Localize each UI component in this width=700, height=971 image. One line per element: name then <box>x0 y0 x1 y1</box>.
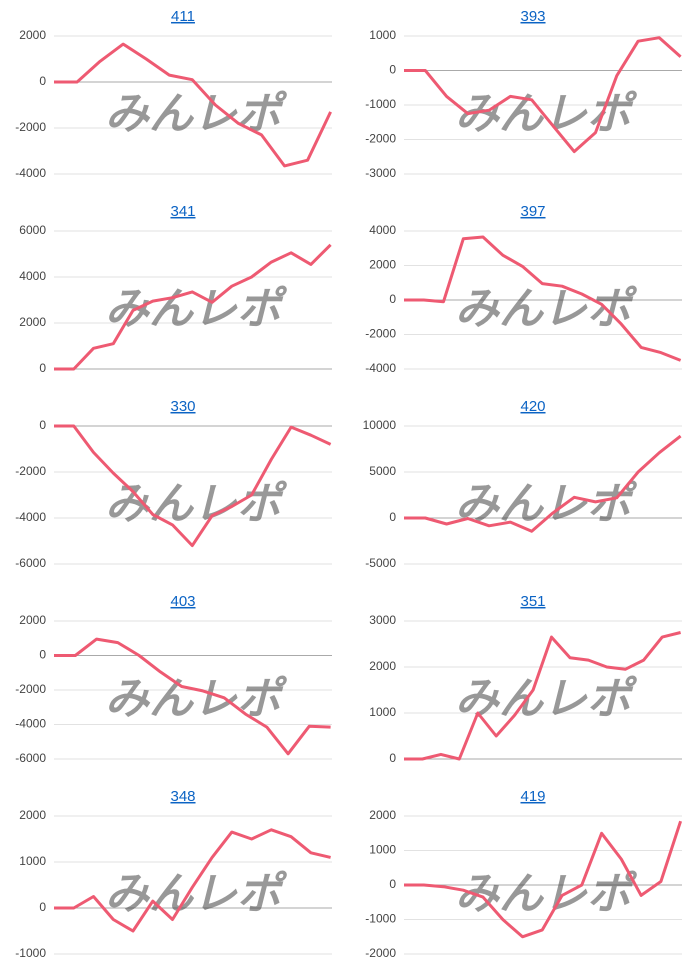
y-tick-label: 0 <box>389 510 396 524</box>
y-tick-label: 0 <box>389 751 396 765</box>
watermark: みんレポ <box>455 675 638 724</box>
series-line <box>54 828 331 933</box>
y-tick-label: -4000 <box>15 166 46 180</box>
y-tick-label: -1000 <box>365 912 396 926</box>
y-tick-label: 2000 <box>19 613 46 627</box>
y-tick-label: 0 <box>389 877 396 891</box>
y-tick-label: -6000 <box>15 556 46 570</box>
y-tick-label: 2000 <box>369 808 396 822</box>
watermark: みんレポ <box>105 480 288 529</box>
y-tick-label: -6000 <box>15 751 46 765</box>
y-tick-label: 0 <box>389 63 396 77</box>
chart-title[interactable]: 403 <box>170 593 195 610</box>
y-tick-label: 2000 <box>369 258 396 272</box>
y-tick-label: 5000 <box>369 464 396 478</box>
y-tick-label: -1000 <box>15 946 46 960</box>
series-line <box>404 631 681 761</box>
y-tick-label: 2000 <box>19 28 46 42</box>
y-tick-label: 1000 <box>369 705 396 719</box>
y-tick-label: -2000 <box>365 132 396 146</box>
series-line <box>404 235 682 362</box>
watermark: みんレポ <box>455 90 638 139</box>
watermark: みんレポ <box>105 675 288 724</box>
y-tick-label: 6000 <box>19 223 46 237</box>
y-tick-label: -1000 <box>365 97 396 111</box>
y-tick-label: 4000 <box>19 269 46 283</box>
y-tick-label: 0 <box>39 418 46 432</box>
watermark: みんレポ <box>105 870 288 919</box>
watermark: みんレポ <box>455 480 638 529</box>
y-tick-label: -2000 <box>15 120 46 134</box>
y-tick-label: 4000 <box>369 223 396 237</box>
y-tick-label: -4000 <box>15 510 46 524</box>
y-tick-label: -4000 <box>365 361 396 375</box>
y-tick-label: 1000 <box>369 843 396 857</box>
series-line <box>404 820 683 939</box>
series-line <box>54 243 332 371</box>
y-tick-label: 0 <box>39 648 46 662</box>
y-tick-label: 10000 <box>363 418 397 432</box>
y-tick-label: -5000 <box>365 556 396 570</box>
y-tick-label: -2000 <box>15 464 46 478</box>
chart-title[interactable]: 419 <box>520 788 545 805</box>
y-tick-label: 0 <box>39 361 46 375</box>
y-tick-label: 1000 <box>19 854 46 868</box>
y-tick-label: -3000 <box>365 166 396 180</box>
y-tick-label: 0 <box>39 900 46 914</box>
watermark: みんレポ <box>105 90 288 139</box>
y-tick-label: 0 <box>39 74 46 88</box>
y-tick-label: 2000 <box>19 808 46 822</box>
series-line <box>404 434 682 533</box>
watermark: みんレポ <box>455 285 638 334</box>
series-line <box>54 42 332 168</box>
y-tick-label: 2000 <box>369 659 396 673</box>
chart-title[interactable]: 420 <box>520 398 545 415</box>
y-tick-label: 3000 <box>369 613 396 627</box>
y-tick-label: 0 <box>389 292 396 306</box>
y-tick-label: -2000 <box>15 682 46 696</box>
series-line <box>54 424 332 548</box>
watermark: みんレポ <box>455 870 638 919</box>
chart-title[interactable]: 330 <box>170 398 195 415</box>
y-tick-label: -2000 <box>365 946 396 960</box>
chart-title[interactable]: 393 <box>520 8 545 25</box>
y-tick-label: 2000 <box>19 315 46 329</box>
chart-title[interactable]: 351 <box>520 593 545 610</box>
series-line <box>404 36 682 154</box>
y-tick-label: -2000 <box>365 327 396 341</box>
chart-title[interactable]: 397 <box>520 203 545 220</box>
chart-title[interactable]: 348 <box>170 788 195 805</box>
chart-title[interactable]: 411 <box>171 8 195 25</box>
series-line <box>54 637 331 756</box>
y-tick-label: -4000 <box>15 717 46 731</box>
y-tick-label: 1000 <box>369 28 396 42</box>
chart-title[interactable]: 341 <box>170 203 195 220</box>
